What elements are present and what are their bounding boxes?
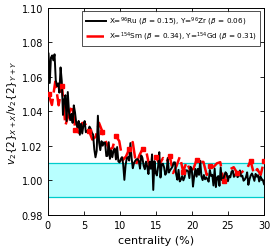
X=$^{154}$Sm ($\beta$ = 0.34), Y=$^{154}$Gd ($\beta$ = 0.31) [239,172,242,175]
X=$^{154}$Sm ($\beta$ = 0.34), Y=$^{154}$Gd ($\beta$ = 0.31) [47,94,50,96]
X=$^{154}$Sm ($\beta$ = 0.34), Y=$^{154}$Gd ($\beta$ = 0.31) [101,130,104,134]
X=$^{96}$Ru ($\beta$ = 0.15), Y=$^{96}$Zr ($\beta$ = 0.06) [47,53,50,56]
X-axis label: centrality (%): centrality (%) [118,235,194,245]
X=$^{154}$Sm ($\beta$ = 0.34), Y=$^{154}$Gd ($\beta$ = 0.31) [222,180,225,183]
Bar [48,163,264,198]
X=$^{96}$Ru ($\beta$ = 0.15), Y=$^{96}$Zr ($\beta$ = 0.06) [129,142,132,145]
X=$^{154}$Sm ($\beta$ = 0.34), Y=$^{154}$Gd ($\beta$ = 0.31) [262,160,266,163]
Y-axis label: $v_2\{2\}_{X+X}/v_2\{2\}_{Y+Y}$: $v_2\{2\}_{X+X}/v_2\{2\}_{Y+Y}$ [5,60,19,164]
Line: X=$^{96}$Ru ($\beta$ = 0.15), Y=$^{96}$Zr ($\beta$ = 0.06): X=$^{96}$Ru ($\beta$ = 0.15), Y=$^{96}$Z… [48,54,264,190]
X=$^{154}$Sm ($\beta$ = 0.34), Y=$^{154}$Gd ($\beta$ = 0.31) [141,148,144,150]
X=$^{154}$Sm ($\beta$ = 0.34), Y=$^{154}$Gd ($\beta$ = 0.31) [161,157,165,160]
X=$^{154}$Sm ($\beta$ = 0.34), Y=$^{154}$Gd ($\beta$ = 0.31) [54,81,57,84]
X=$^{96}$Ru ($\beta$ = 0.15), Y=$^{96}$Zr ($\beta$ = 0.06) [256,174,260,177]
X=$^{154}$Sm ($\beta$ = 0.34), Y=$^{154}$Gd ($\beta$ = 0.31) [256,168,259,171]
X=$^{96}$Ru ($\beta$ = 0.15), Y=$^{96}$Zr ($\beta$ = 0.06) [262,183,266,186]
X=$^{96}$Ru ($\beta$ = 0.15), Y=$^{96}$Zr ($\beta$ = 0.06) [240,175,243,178]
X=$^{96}$Ru ($\beta$ = 0.15), Y=$^{96}$Zr ($\beta$ = 0.06) [51,55,54,58]
X=$^{96}$Ru ($\beta$ = 0.15), Y=$^{96}$Zr ($\beta$ = 0.06) [72,104,75,108]
Line: X=$^{154}$Sm ($\beta$ = 0.34), Y=$^{154}$Gd ($\beta$ = 0.31): X=$^{154}$Sm ($\beta$ = 0.34), Y=$^{154}… [48,82,264,182]
X=$^{96}$Ru ($\beta$ = 0.15), Y=$^{96}$Zr ($\beta$ = 0.06) [152,189,155,192]
Legend: X=$^{96}$Ru ($\beta$ = 0.15), Y=$^{96}$Zr ($\beta$ = 0.06), X=$^{154}$Sm ($\beta: X=$^{96}$Ru ($\beta$ = 0.15), Y=$^{96}$Z… [82,12,260,47]
X=$^{154}$Sm ($\beta$ = 0.34), Y=$^{154}$Gd ($\beta$ = 0.31) [114,135,117,138]
X=$^{96}$Ru ($\beta$ = 0.15), Y=$^{96}$Zr ($\beta$ = 0.06) [91,134,95,136]
